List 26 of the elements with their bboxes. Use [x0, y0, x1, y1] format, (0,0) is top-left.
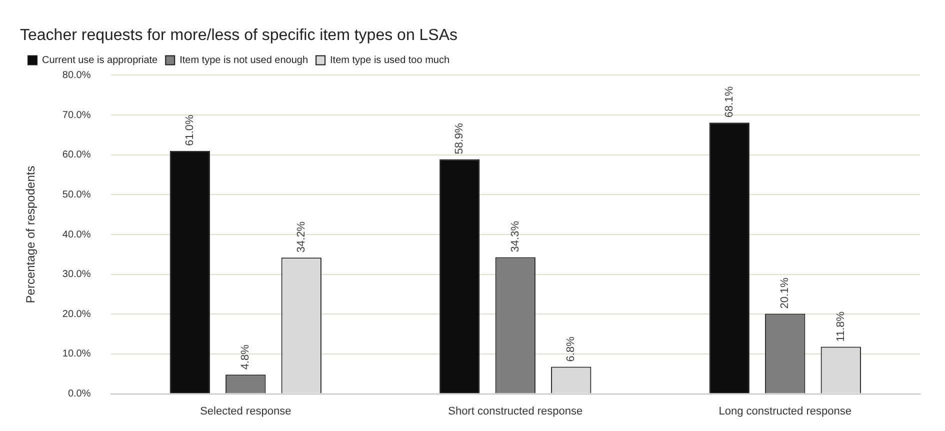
data-label: 68.1%	[723, 86, 736, 118]
data-label: 34.3%	[509, 220, 522, 252]
x-tick-label: Short constructed response	[448, 405, 583, 418]
data-label: 6.8%	[565, 336, 578, 362]
data-label: 11.8%	[834, 311, 847, 342]
y-tick-label: 10.0%	[62, 348, 91, 360]
data-label: 20.1%	[779, 277, 792, 309]
y-tick-label: 50.0%	[62, 189, 91, 200]
x-tick-label: Long constructed response	[718, 405, 852, 418]
y-tick-label: 0.0%	[68, 388, 91, 400]
data-label: 34.2%	[295, 221, 308, 253]
chart-title: Teacher requests for more/less of specific item types on LSAs	[20, 27, 458, 44]
data-label: 4.8%	[240, 344, 252, 370]
y-axis-title: Percentage of respodents	[24, 166, 38, 304]
y-tick-label: 20.0%	[62, 308, 91, 320]
y-tick-label: 70.0%	[62, 110, 91, 121]
data-label: 61.0%	[184, 114, 196, 146]
legend-label: Item type is used too much	[330, 54, 450, 66]
y-tick-label: 60.0%	[62, 150, 91, 161]
x-tick-label: Selected response	[200, 405, 292, 418]
y-tick-label: 80.0%	[62, 70, 91, 81]
legend-label: Current use is appropriate	[42, 54, 158, 66]
data-label: 58.9%	[454, 122, 466, 154]
y-tick-label: 30.0%	[62, 269, 91, 280]
legend-label: Item type is not used enough	[180, 54, 308, 66]
y-tick-label: 40.0%	[62, 229, 91, 240]
